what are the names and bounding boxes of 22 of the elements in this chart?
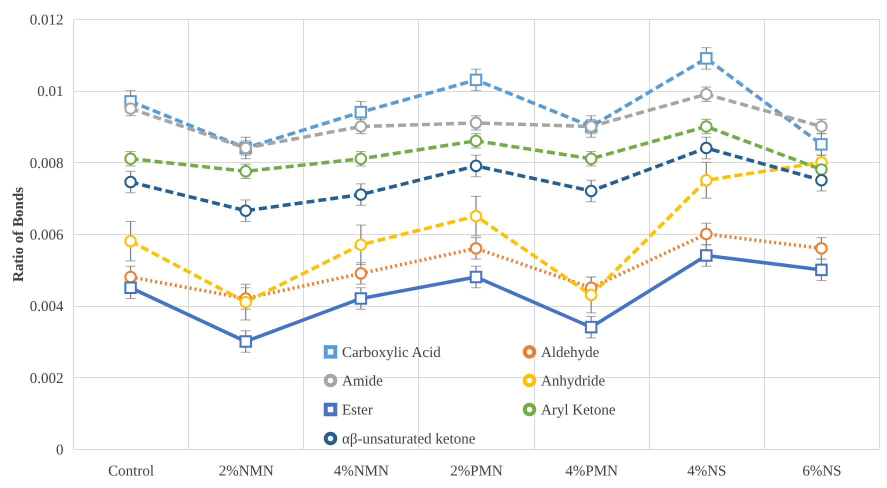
legend-label: Aldehyde (541, 344, 600, 361)
legend-label: Amide (342, 374, 384, 390)
y-tick-label: 0.002 (30, 370, 64, 387)
y-tick-label: 0 (56, 442, 64, 458)
x-tick-label: 6%NS (802, 464, 842, 480)
y-tick-label: 0.01 (37, 84, 64, 100)
y-tick-label: 0.012 (30, 12, 64, 28)
y-tick-label: 0.006 (30, 228, 64, 244)
legend-label: αβ-unsaturated ketone (342, 432, 476, 448)
x-tick-label: Control (108, 464, 154, 480)
x-tick-label: 2%NMN (218, 464, 274, 480)
x-tick-label: 2%PMN (450, 464, 503, 480)
y-tick-label: 0.004 (30, 299, 64, 316)
legend-label: Anhydride (541, 374, 606, 390)
legend-label: Aryl Ketone (541, 402, 616, 418)
legend-label: Ester (342, 402, 373, 418)
x-tick-label: 4%NMN (334, 464, 390, 480)
x-tick-label: 4%NS (687, 464, 726, 480)
y-tick-label: 0.008 (30, 156, 64, 172)
y-axis-title: Ratio of Bonds (10, 186, 27, 282)
x-tick-label: 4%PMN (565, 464, 618, 480)
legend-label: Carboxylic Acid (342, 344, 442, 361)
